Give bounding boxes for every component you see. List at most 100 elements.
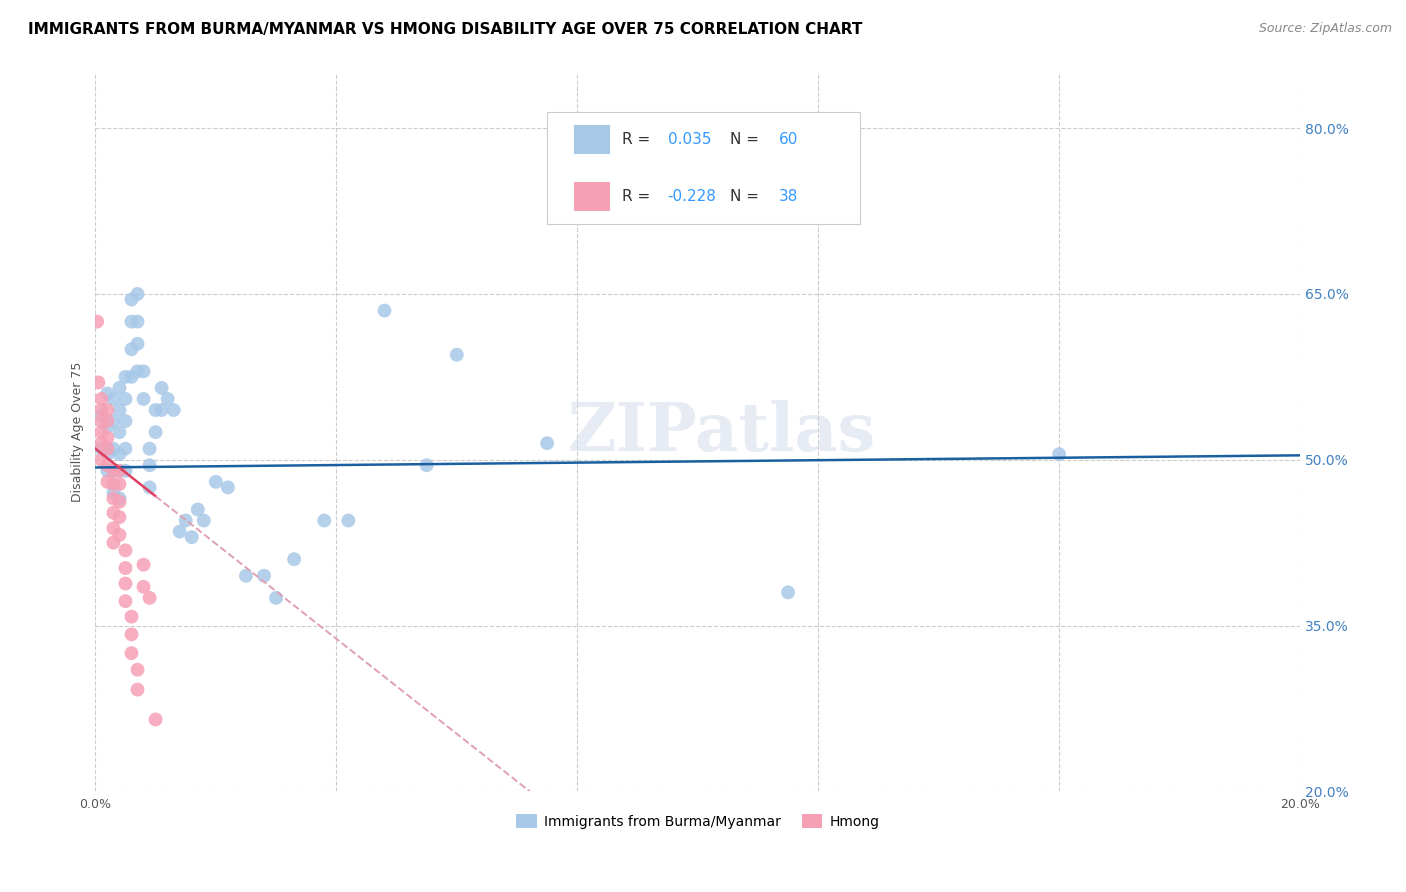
- Point: [132, 364, 155, 378]
- FancyBboxPatch shape: [574, 182, 610, 211]
- Point: [114, 414, 136, 428]
- Point: [114, 561, 136, 575]
- Point: [96, 475, 118, 489]
- Point: [121, 646, 143, 660]
- Point: [103, 392, 125, 406]
- Point: [127, 315, 149, 329]
- Text: 60: 60: [779, 132, 797, 147]
- Point: [145, 713, 167, 727]
- Y-axis label: Disability Age Over 75: Disability Age Over 75: [72, 362, 84, 502]
- Point: [1047, 447, 1070, 461]
- Text: IMMIGRANTS FROM BURMA/MYANMAR VS HMONG DISABILITY AGE OVER 75 CORRELATION CHART: IMMIGRANTS FROM BURMA/MYANMAR VS HMONG D…: [28, 22, 862, 37]
- Point: [264, 591, 287, 605]
- Point: [174, 514, 197, 528]
- Point: [121, 343, 143, 357]
- Point: [96, 464, 118, 478]
- Text: N =: N =: [730, 132, 763, 147]
- Point: [138, 591, 160, 605]
- Point: [145, 425, 167, 439]
- Point: [121, 627, 143, 641]
- Point: [314, 514, 336, 528]
- FancyBboxPatch shape: [574, 126, 610, 154]
- Point: [415, 458, 437, 473]
- Text: ZIPatlas: ZIPatlas: [568, 400, 876, 465]
- Point: [121, 370, 143, 384]
- Point: [86, 315, 108, 329]
- Point: [103, 521, 125, 535]
- Point: [90, 425, 112, 439]
- Point: [121, 293, 143, 307]
- Point: [180, 530, 202, 544]
- Point: [138, 480, 160, 494]
- Point: [87, 376, 110, 390]
- Point: [121, 609, 143, 624]
- Point: [96, 442, 118, 456]
- Point: [108, 510, 131, 524]
- FancyBboxPatch shape: [547, 112, 860, 224]
- Point: [150, 381, 173, 395]
- Point: [337, 514, 360, 528]
- Point: [108, 528, 131, 542]
- Text: 38: 38: [779, 189, 797, 204]
- Point: [163, 403, 186, 417]
- Point: [446, 348, 468, 362]
- Point: [90, 442, 112, 456]
- Point: [103, 477, 125, 491]
- Point: [187, 502, 209, 516]
- Point: [90, 414, 112, 428]
- Point: [127, 336, 149, 351]
- Point: [103, 535, 125, 549]
- Point: [90, 452, 112, 467]
- Point: [96, 431, 118, 445]
- Point: [150, 403, 173, 417]
- Point: [96, 419, 118, 434]
- Point: [778, 585, 800, 599]
- Point: [108, 425, 131, 439]
- Point: [114, 464, 136, 478]
- Point: [127, 663, 149, 677]
- Point: [536, 436, 558, 450]
- Point: [108, 477, 131, 491]
- Point: [121, 315, 143, 329]
- Point: [156, 392, 179, 406]
- Point: [138, 458, 160, 473]
- Point: [103, 486, 125, 500]
- Point: [108, 494, 131, 508]
- Point: [96, 414, 118, 428]
- Legend: Immigrants from Burma/Myanmar, Hmong: Immigrants from Burma/Myanmar, Hmong: [510, 809, 884, 835]
- Point: [132, 558, 155, 572]
- Point: [253, 568, 276, 582]
- Point: [235, 568, 257, 582]
- Point: [127, 682, 149, 697]
- Point: [127, 287, 149, 301]
- Point: [90, 436, 112, 450]
- Point: [205, 475, 228, 489]
- Point: [193, 514, 215, 528]
- Point: [103, 414, 125, 428]
- Point: [217, 480, 239, 494]
- Point: [108, 464, 131, 478]
- Point: [145, 403, 167, 417]
- Point: [90, 392, 112, 406]
- Point: [114, 543, 136, 558]
- Point: [283, 552, 305, 566]
- Point: [103, 506, 125, 520]
- Point: [103, 464, 125, 478]
- Text: R =: R =: [621, 189, 655, 204]
- Point: [108, 447, 131, 461]
- Point: [114, 442, 136, 456]
- Point: [138, 442, 160, 456]
- Point: [114, 370, 136, 384]
- Point: [96, 458, 118, 473]
- Point: [103, 491, 125, 506]
- Point: [132, 392, 155, 406]
- Point: [127, 364, 149, 378]
- Point: [114, 576, 136, 591]
- Point: [108, 491, 131, 506]
- Point: [373, 303, 395, 318]
- Point: [132, 580, 155, 594]
- Point: [114, 594, 136, 608]
- Point: [103, 464, 125, 478]
- Text: R =: R =: [621, 132, 655, 147]
- Point: [114, 392, 136, 406]
